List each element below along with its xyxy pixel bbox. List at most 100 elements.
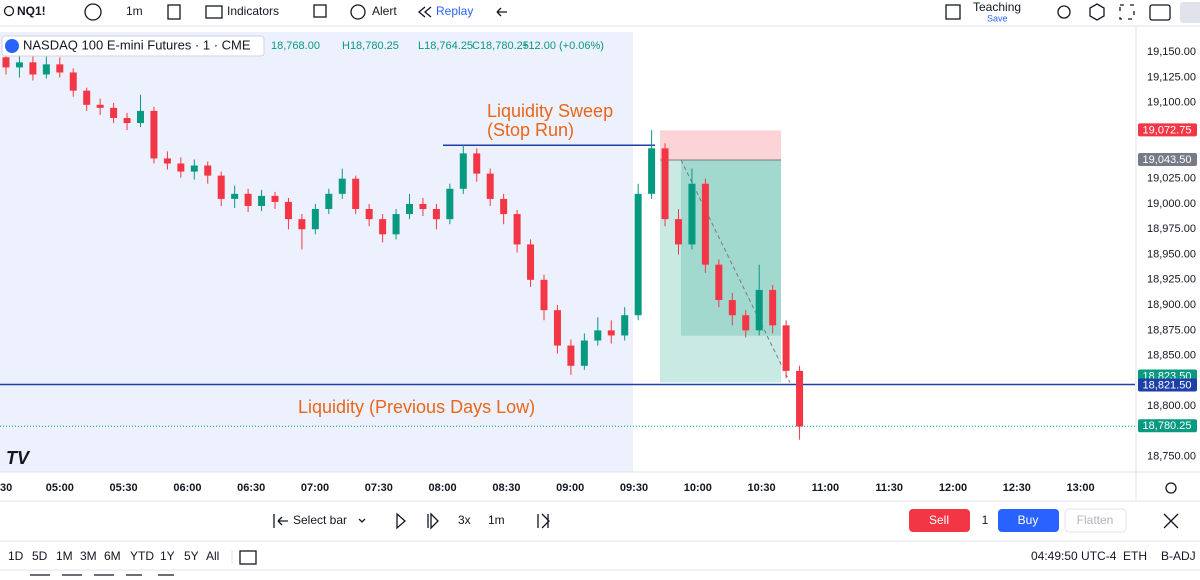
candle-body [675, 219, 682, 245]
time-tick-label: 07:30 [365, 482, 393, 494]
range-button[interactable]: 3M [80, 549, 97, 563]
replay-interval[interactable]: 1m [488, 513, 505, 527]
buy[interactable]: Buy [1018, 513, 1039, 527]
legend-symbol[interactable]: NASDAQ 100 E-mini Futures · 1 · CME [23, 37, 251, 52]
price-tag [1138, 152, 1197, 166]
candle-body [163, 158, 171, 164]
play[interactable] [396, 512, 406, 530]
stop-zone [660, 130, 781, 160]
price-tick-label: 18,800.00 [1147, 400, 1196, 412]
templates[interactable] [313, 4, 327, 18]
sell-button[interactable] [909, 509, 970, 532]
close-replay[interactable] [1163, 513, 1179, 529]
annotation[interactable]: Liquidity Sweep [487, 101, 613, 121]
range-button[interactable]: 6M [104, 549, 121, 563]
publish[interactable] [1180, 2, 1200, 23]
price-tick-label: 19,000.00 [1147, 198, 1196, 210]
step[interactable] [427, 512, 439, 530]
price-tag [1138, 123, 1197, 137]
time-tick-label: 06:30 [237, 482, 265, 494]
interval[interactable]: 1m [126, 4, 143, 18]
candle-body [392, 214, 400, 235]
flatten-button[interactable] [1064, 508, 1127, 533]
candle-body [459, 153, 467, 189]
sell[interactable]: Sell [929, 513, 949, 527]
goto-date[interactable] [239, 550, 257, 565]
legend-box[interactable] [1, 35, 265, 57]
alert[interactable]: Alert [372, 4, 397, 18]
tv-logo: TV [6, 448, 31, 468]
candle-body [29, 62, 37, 75]
candle-body [311, 209, 319, 230]
quick-search[interactable] [1057, 5, 1071, 19]
candle-body [137, 110, 144, 124]
time-tick-label: 09:00 [556, 482, 584, 494]
price-tag [1138, 378, 1197, 392]
fullscreen[interactable] [1119, 4, 1135, 20]
price-tick-label: 18,925.00 [1147, 274, 1196, 286]
candle-body [406, 203, 413, 215]
price-tick-label: 18,850.00 [1147, 350, 1196, 362]
time-tick-label: 05:30 [110, 482, 138, 494]
time-tick-label: 09:30 [620, 482, 648, 494]
range-button[interactable]: 1Y [160, 549, 175, 563]
chart-type[interactable] [167, 4, 181, 20]
candle-body [419, 203, 427, 210]
time-tick-label: 11:30 [875, 482, 903, 494]
session[interactable]: ETH [1123, 549, 1147, 563]
clock[interactable]: 04:49:50 UTC-4 [1031, 549, 1117, 563]
price-tag-label: 19,072.75 [1143, 124, 1192, 136]
save[interactable]: Save [987, 13, 1008, 23]
trade-path [680, 159, 791, 383]
price-tick-label: 19,100.00 [1147, 97, 1196, 109]
select-bar-icon[interactable] [273, 514, 288, 528]
annotation[interactable]: Liquidity (Previous Days Low) [298, 397, 535, 417]
indicators[interactable]: Indicators [227, 4, 279, 18]
adjustment[interactable]: B-ADJ [1161, 549, 1196, 563]
dropdown[interactable] [358, 518, 366, 523]
time-tick-label: 05:00 [46, 482, 74, 494]
range-button[interactable]: 1M [56, 549, 73, 563]
legend-open: 18,768.00 [271, 40, 320, 52]
settings[interactable] [1089, 3, 1105, 21]
replay[interactable]: Replay [436, 4, 473, 18]
jump-realtime[interactable] [537, 513, 550, 529]
quantity[interactable]: 1 [982, 513, 989, 527]
flatten[interactable]: Flatten [1077, 513, 1114, 527]
candle-body [473, 153, 481, 174]
time-tick-label: 06:00 [173, 482, 201, 494]
snapshot[interactable] [1149, 4, 1171, 21]
range-button[interactable]: 5D [32, 549, 48, 563]
search-icon[interactable] [3, 5, 15, 17]
replay-icon[interactable] [417, 6, 432, 18]
candle-body [701, 183, 709, 265]
candle-body [365, 209, 373, 220]
annotation[interactable]: (Stop Run) [487, 120, 574, 140]
time-tick-label: 30 [0, 482, 12, 494]
indicators-icon[interactable] [205, 5, 223, 19]
price-tag [1138, 419, 1197, 433]
candle-body [755, 289, 763, 331]
range-button[interactable]: YTD [130, 549, 154, 563]
axis-settings[interactable] [1165, 482, 1177, 494]
add-symbol[interactable] [84, 3, 102, 21]
range-button[interactable]: All [206, 549, 219, 563]
alert-icon[interactable] [350, 4, 366, 20]
layout-name[interactable]: Teaching [973, 0, 1021, 14]
candle-body [352, 178, 360, 210]
candle-body [69, 72, 77, 91]
candle-body [217, 175, 225, 199]
price-tick-label: 19,125.00 [1147, 71, 1196, 83]
range-button[interactable]: 5Y [184, 549, 199, 563]
price-tick-label: 19,150.00 [1147, 46, 1196, 58]
speed[interactable]: 3x [458, 513, 471, 527]
symbol[interactable]: NQ1! [17, 4, 46, 18]
select-bar[interactable]: Select bar [293, 513, 347, 527]
buy-button[interactable] [998, 509, 1059, 532]
candle-body [661, 148, 669, 220]
undo[interactable] [496, 7, 507, 17]
candle-body [728, 300, 736, 316]
layout-checkbox[interactable] [945, 4, 961, 20]
range-button[interactable]: 1D [8, 549, 24, 563]
